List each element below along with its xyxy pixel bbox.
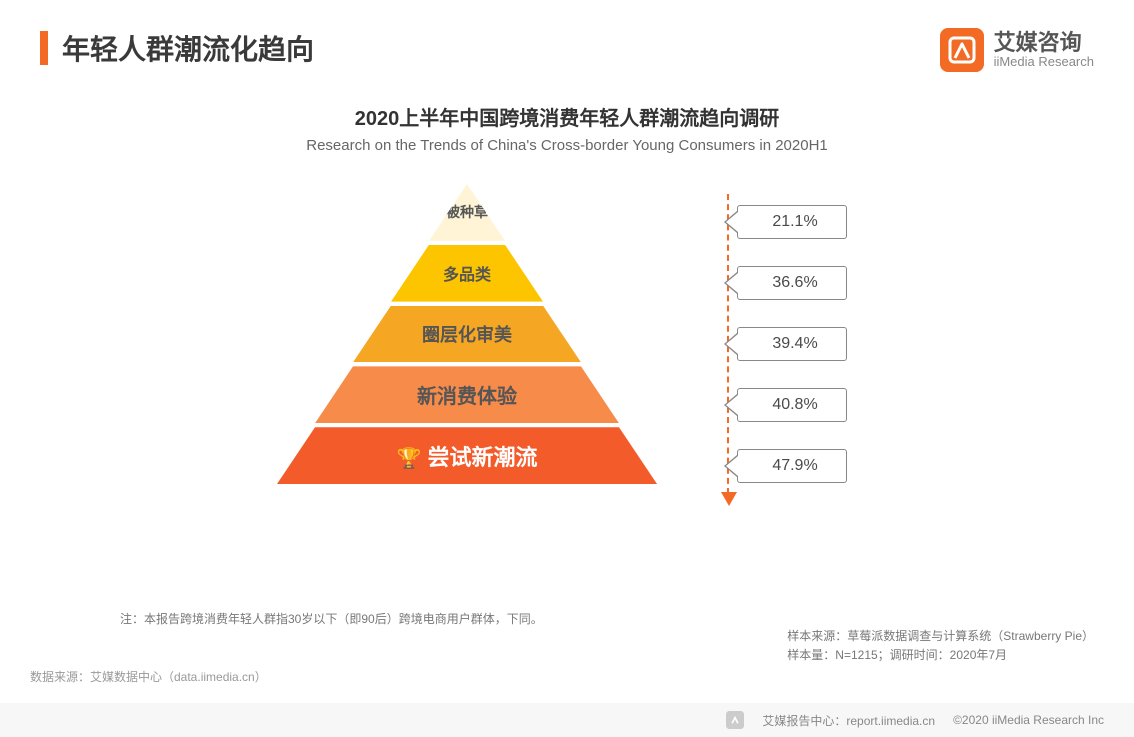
pyramid-layer-label: 🏆尝试新潮流 [397,440,538,472]
sample-source: 样本来源：草莓派数据调查与计算系统（Strawberry Pie） [787,627,1094,646]
value-column: 21.1% 36.6% 39.4% 40.8% 47.9% [697,194,897,514]
value-tag: 21.1% [737,205,847,239]
logo-name-en: iiMedia Research [994,55,1094,69]
logo-text: 艾媒咨询 iiMedia Research [994,31,1094,69]
footnote: 注：本报告跨境消费年轻人群指30岁以下（即90后）跨境电商用户群体，下同。 [120,610,543,627]
value-tag: 39.4% [737,327,847,361]
slide-title: 年轻人群潮流化趋向 [62,28,314,68]
pyramid-layer-label: 圈层化审美 [422,321,512,347]
chart-area: 2020上半年中国跨境消费年轻人群潮流趋向调研 Research on the … [0,102,1134,524]
footer-copyright: ©2020 iiMedia Research Inc [953,713,1104,727]
pyramid-layer-label: 多品类 [443,261,491,285]
header: 年轻人群潮流化趋向 艾媒咨询 iiMedia Research [0,0,1134,72]
footer-report-center: 艾媒报告中心：report.iimedia.cn [762,712,935,729]
pyramid-layer: 多品类 [391,245,543,302]
pyramid-wrap: 被种草多品类圈层化审美新消费体验 🏆尝试新潮流 21.1% 36.6% 39.4% 40… [217,184,917,524]
pyramid: 被种草多品类圈层化审美新消费体验 🏆尝试新潮流 [277,184,657,484]
footer-logo-icon [726,711,744,729]
sample-size: 样本量：N=1215；调研时间：2020年7月 [787,646,1094,665]
value-tag: 47.9% [737,449,847,483]
data-source-left: 数据来源：艾媒数据中心（data.iimedia.cn） [30,668,267,685]
value-tag: 40.8% [737,388,847,422]
logo-name-cn: 艾媒咨询 [994,31,1094,55]
logo-icon [940,28,984,72]
pyramid-layer-label: 被种草 [446,202,488,222]
value-tag: 36.6% [737,266,847,300]
sample-info: 样本来源：草莓派数据调查与计算系统（Strawberry Pie） 样本量：N=… [787,627,1094,665]
accent-bar [40,31,48,65]
title-wrap: 年轻人群潮流化趋向 [40,28,314,68]
pyramid-layer: 被种草 [429,184,505,241]
pyramid-layer: 新消费体验 [315,366,619,423]
pyramid-layer-label: 新消费体验 [417,380,517,409]
pyramid-layer: 圈层化审美 [353,306,581,363]
chart-title-cn: 2020上半年中国跨境消费年轻人群潮流趋向调研 [0,102,1134,131]
trophy-icon: 🏆 [397,448,422,470]
chart-title-en: Research on the Trends of China's Cross-… [0,137,1134,154]
logo: 艾媒咨询 iiMedia Research [940,28,1094,72]
pyramid-layer: 🏆尝试新潮流 [277,427,657,484]
footer-bar: 艾媒报告中心：report.iimedia.cn ©2020 iiMedia R… [0,703,1134,737]
